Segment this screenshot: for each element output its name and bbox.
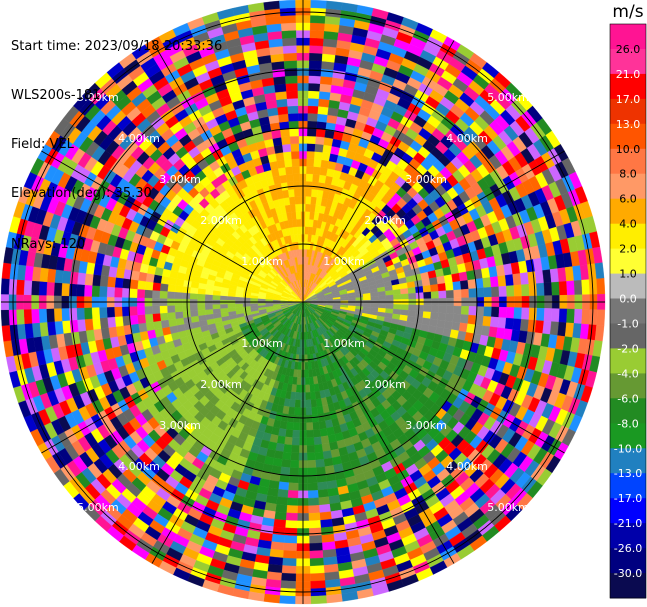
field-label: Field: VEL — [11, 137, 74, 153]
colorbar-tick-label: 10.0 — [616, 143, 641, 156]
colorbar-tick-label: 1.0 — [619, 268, 637, 281]
colorbar-unit-label: m/s — [612, 2, 643, 22]
elevation-label: Elevation(deg): 35.30 — [11, 186, 152, 202]
colorbar-tick-label: -8.0 — [617, 417, 638, 430]
colorbar-tick-label: -21.0 — [614, 517, 642, 530]
colorbar-tick-label: -4.0 — [617, 367, 638, 380]
colorbar-tick-label: 0.0 — [619, 293, 637, 306]
colorbar-tick-label: -13.0 — [614, 467, 642, 480]
header-info: Start time: 2023/09/18 20:33:36 WLS200s-… — [11, 6, 222, 269]
colorbar-tick-label: -30.0 — [614, 567, 642, 580]
colorbar-tick-label: -1.0 — [617, 318, 638, 331]
instrument-label: WLS200s-181 — [11, 88, 101, 104]
colorbar-tick-label: 6.0 — [619, 193, 637, 206]
colorbar-tick-label: -2.0 — [617, 342, 638, 355]
velocity-gates — [0, 0, 606, 605]
colorbar-tick-label: 4.0 — [619, 218, 637, 231]
colorbar-tick-label: 21.0 — [616, 68, 641, 81]
colorbar-swatches — [609, 23, 647, 599]
colorbar-tick-label: -10.0 — [614, 442, 642, 455]
nrays-label: NRays: 120 — [11, 236, 86, 252]
colorbar-tick-label: 8.0 — [619, 168, 637, 181]
colorbar-tick-label: -6.0 — [617, 392, 638, 405]
colorbar-tick-label: 13.0 — [616, 118, 641, 131]
colorbar-tick-label: -26.0 — [614, 542, 642, 555]
colorbar-tick-label: -17.0 — [614, 492, 642, 505]
colorbar-tick-label: 26.0 — [616, 43, 641, 56]
colorbar-tick-label: 17.0 — [616, 93, 641, 106]
start-time-label: Start time: 2023/09/18 20:33:36 — [11, 38, 223, 54]
colorbar-tick-label: 2.0 — [619, 243, 637, 256]
